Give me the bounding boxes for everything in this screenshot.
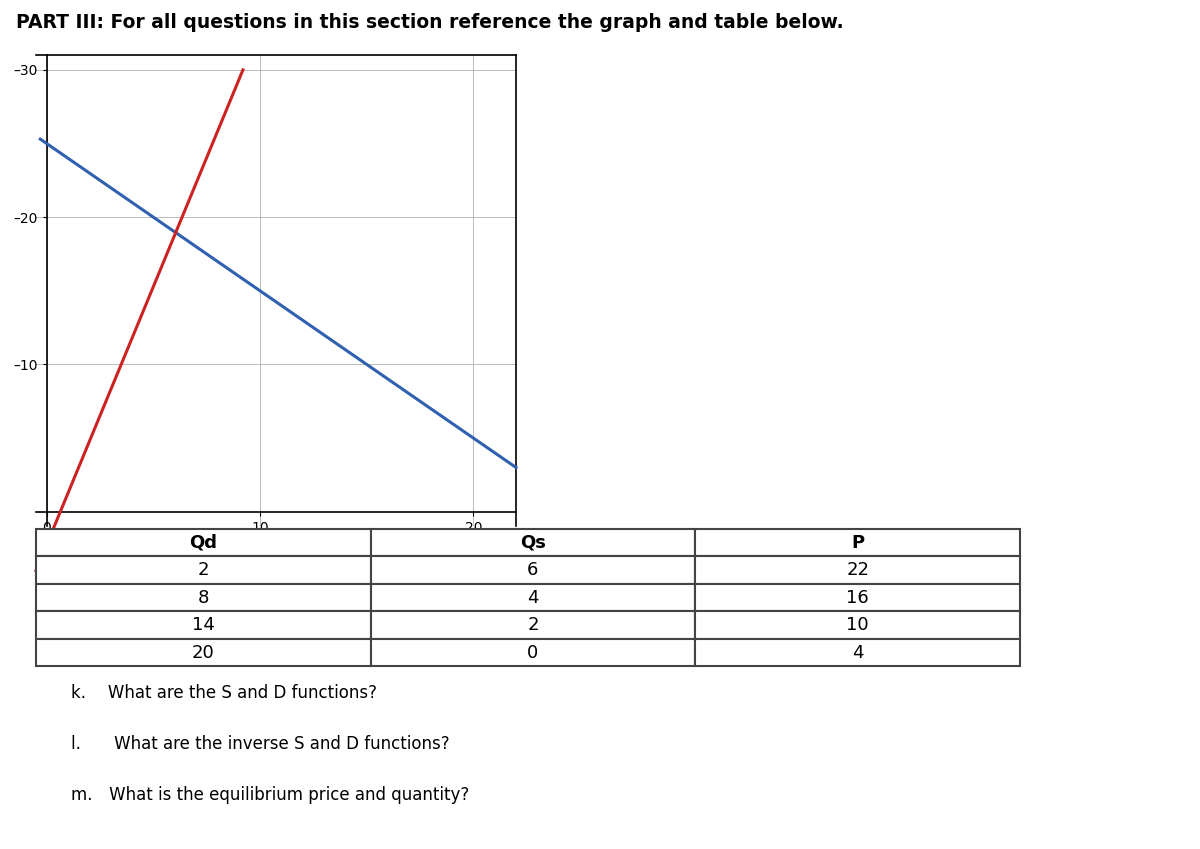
Bar — [36, 611, 371, 639]
Bar — [371, 639, 695, 666]
Bar — [695, 556, 1020, 584]
Text: 0: 0 — [527, 644, 539, 661]
Text: k.  What are the S and D functions?: k. What are the S and D functions? — [71, 684, 377, 702]
Bar — [36, 584, 371, 611]
Text: 8: 8 — [198, 588, 209, 607]
Text: l.  What are the inverse S and D functions?: l. What are the inverse S and D function… — [71, 735, 450, 753]
Text: P: P — [851, 534, 864, 552]
Text: 16: 16 — [846, 588, 869, 607]
Bar — [371, 584, 695, 611]
Text: 14: 14 — [192, 616, 215, 634]
Text: 4: 4 — [527, 588, 539, 607]
Text: 4: 4 — [852, 644, 863, 661]
Bar — [371, 611, 695, 639]
Bar — [695, 611, 1020, 639]
Text: 2: 2 — [198, 561, 209, 579]
Bar — [695, 584, 1020, 611]
Text: 22: 22 — [846, 561, 869, 579]
Text: Qd: Qd — [190, 534, 217, 552]
Text: m. What is the equilibrium price and quantity?: m. What is the equilibrium price and qua… — [71, 786, 469, 804]
Text: Qs: Qs — [520, 534, 546, 552]
Bar — [36, 639, 371, 666]
Bar — [36, 529, 371, 556]
Bar — [695, 529, 1020, 556]
Text: 2: 2 — [527, 616, 539, 634]
Text: 0: 0 — [36, 538, 44, 551]
Text: PART III: For all questions in this section reference the graph and table below.: PART III: For all questions in this sect… — [16, 13, 844, 31]
Bar — [371, 529, 695, 556]
Bar — [36, 556, 371, 584]
Bar — [695, 639, 1020, 666]
Text: 20: 20 — [192, 644, 215, 661]
Text: 6: 6 — [527, 561, 539, 579]
Text: 10: 10 — [846, 616, 869, 634]
Bar — [371, 556, 695, 584]
